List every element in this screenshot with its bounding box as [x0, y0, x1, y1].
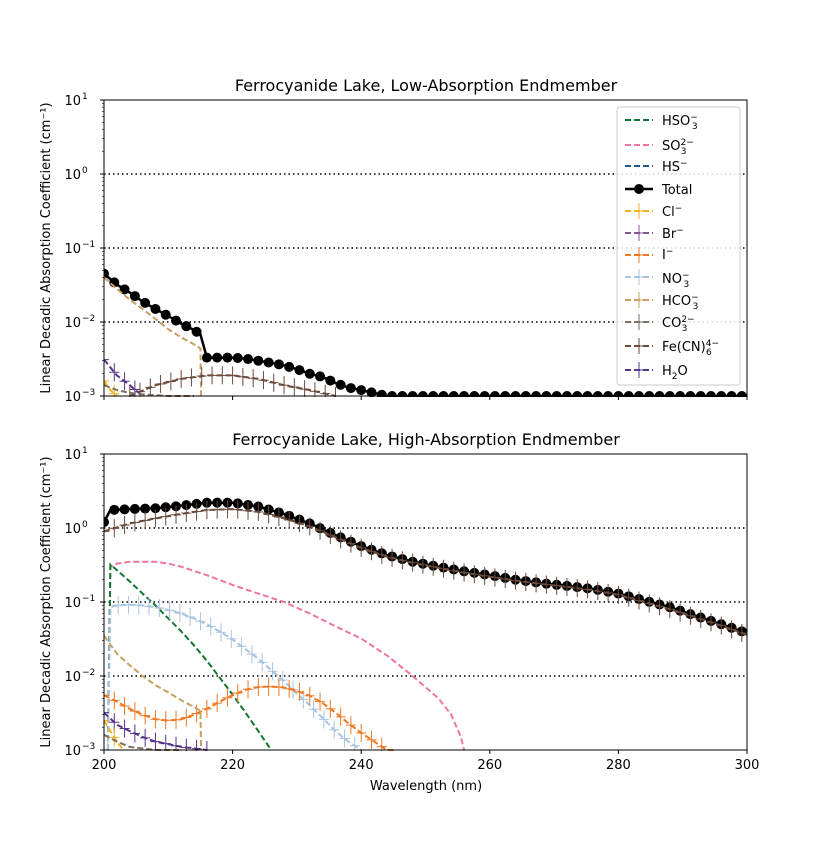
- data-point: [366, 387, 377, 397]
- data-point: [104, 268, 109, 279]
- data-point: [222, 352, 233, 363]
- data-point: [284, 361, 295, 372]
- data-point: [315, 371, 326, 382]
- data-point: [201, 352, 212, 363]
- data-point: [181, 321, 192, 332]
- y-tick-exponent: 1: [82, 446, 88, 456]
- series-group: [104, 268, 747, 397]
- data-point: [171, 315, 182, 326]
- legend-samples: [625, 119, 653, 378]
- data-point: [263, 357, 274, 368]
- data-point: [273, 359, 284, 370]
- legend-marker: [634, 184, 644, 194]
- y-tick-exponent: 0: [82, 166, 88, 176]
- series-line: [104, 734, 182, 751]
- data-point: [253, 355, 264, 366]
- y-tick-label: 10: [64, 242, 81, 257]
- series-line: [104, 635, 203, 751]
- y-axis-label: Linear Decadic Absorption Coefficient (c…: [39, 102, 54, 393]
- data-point: [335, 379, 346, 390]
- series-line: [106, 562, 273, 751]
- x-axis-label: Wavelength (nm): [370, 779, 482, 794]
- panel-high-absorption: Ferrocyanide Lake, High-Absorption Endme…: [39, 430, 759, 794]
- y-tick-exponent: −1: [82, 594, 95, 604]
- y-tick-exponent: −1: [82, 240, 95, 250]
- x-ticks: 200 220 240 260 280 300: [92, 750, 760, 773]
- data-point: [140, 503, 151, 514]
- data-point: [243, 354, 254, 365]
- y-tick-exponent: −2: [82, 314, 95, 324]
- data-point: [109, 504, 120, 515]
- data-point: [294, 365, 305, 376]
- x-tick-label: 240: [349, 758, 374, 773]
- data-point: [104, 517, 109, 528]
- legend-label-so3: SO2− 3: [662, 138, 694, 157]
- series-line: [129, 374, 336, 397]
- legend-label-hso3: HSO− 3: [662, 113, 698, 132]
- series-line: [104, 276, 203, 397]
- data-point: [325, 375, 336, 386]
- series-line: [104, 358, 144, 397]
- chart-title: Ferrocyanide Lake, High-Absorption Endme…: [232, 430, 620, 449]
- data-point: [345, 383, 356, 394]
- y-tick-label: 10: [64, 522, 81, 537]
- x-tick-label: 280: [606, 758, 631, 773]
- legend-label-no3: NO− 3: [662, 271, 690, 290]
- data-point: [140, 297, 151, 308]
- data-point: [129, 503, 140, 514]
- y-tick-label: 10: [64, 448, 81, 463]
- data-point: [150, 503, 161, 514]
- legend-label-total: Total: [661, 183, 692, 198]
- y-tick-exponent: −3: [82, 388, 95, 398]
- data-point: [212, 352, 223, 363]
- data-point: [160, 309, 171, 320]
- y-tick-label: 10: [64, 94, 81, 109]
- y-tick-label: 10: [64, 670, 81, 685]
- series-line: [104, 685, 394, 751]
- y-tick-label: 10: [64, 744, 81, 759]
- series-line: [104, 384, 194, 397]
- y-tick-exponent: −3: [82, 742, 95, 752]
- legend-label-h2o: H2O: [662, 364, 688, 382]
- x-tick-label: 300: [735, 758, 760, 773]
- x-tick-label: 260: [477, 758, 502, 773]
- y-tick-exponent: 1: [82, 92, 88, 102]
- chart-title: Ferrocyanide Lake, Low-Absorption Endmem…: [235, 76, 618, 95]
- data-point: [191, 326, 202, 337]
- x-ticks: [103, 396, 748, 400]
- data-point: [356, 385, 367, 396]
- legend-frame: [616, 106, 741, 386]
- series-line: [104, 720, 125, 751]
- legend-label-i: I−: [662, 247, 673, 263]
- data-point: [119, 504, 130, 515]
- y-tick-label: 10: [64, 168, 81, 183]
- y-tick-label: 10: [64, 316, 81, 331]
- y-tick-exponent: 0: [82, 520, 88, 530]
- x-tick-label: 220: [220, 758, 245, 773]
- series-line: [106, 560, 466, 751]
- data-point: [119, 284, 130, 295]
- series-line: [106, 603, 362, 751]
- y-tick-label: 10: [64, 596, 81, 611]
- y-axis-label: Linear Decadic Absorption Coefficient (c…: [39, 456, 54, 747]
- series-line: [104, 380, 118, 397]
- data-point: [129, 291, 140, 302]
- panel-low-absorption: Ferrocyanide Lake, Low-Absorption Endmem…: [39, 76, 748, 405]
- x-tick-label: 200: [92, 758, 117, 773]
- data-point: [376, 389, 387, 397]
- series-group: [104, 497, 747, 751]
- y-tick-label: 10: [64, 390, 81, 405]
- data-point: [150, 303, 161, 314]
- y-tick-exponent: −2: [82, 668, 95, 678]
- legend-label-hco3: HCO− 3: [662, 293, 699, 312]
- legend: HSO− 3 SO2− 3 HS− Total Cl− Br− I− NO− 3 HC…: [616, 106, 741, 386]
- data-point: [304, 368, 315, 379]
- data-point: [160, 502, 171, 513]
- legend-label-co3: CO2− 3: [662, 315, 695, 334]
- legend-label-fecn6: Fe(CN)4− 6: [662, 339, 719, 358]
- data-point: [232, 353, 243, 364]
